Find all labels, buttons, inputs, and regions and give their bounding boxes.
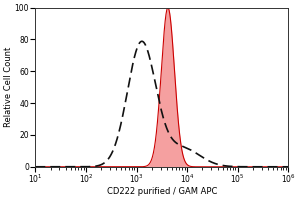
Y-axis label: Relative Cell Count: Relative Cell Count — [4, 47, 13, 127]
X-axis label: CD222 purified / GAM APC: CD222 purified / GAM APC — [107, 187, 217, 196]
